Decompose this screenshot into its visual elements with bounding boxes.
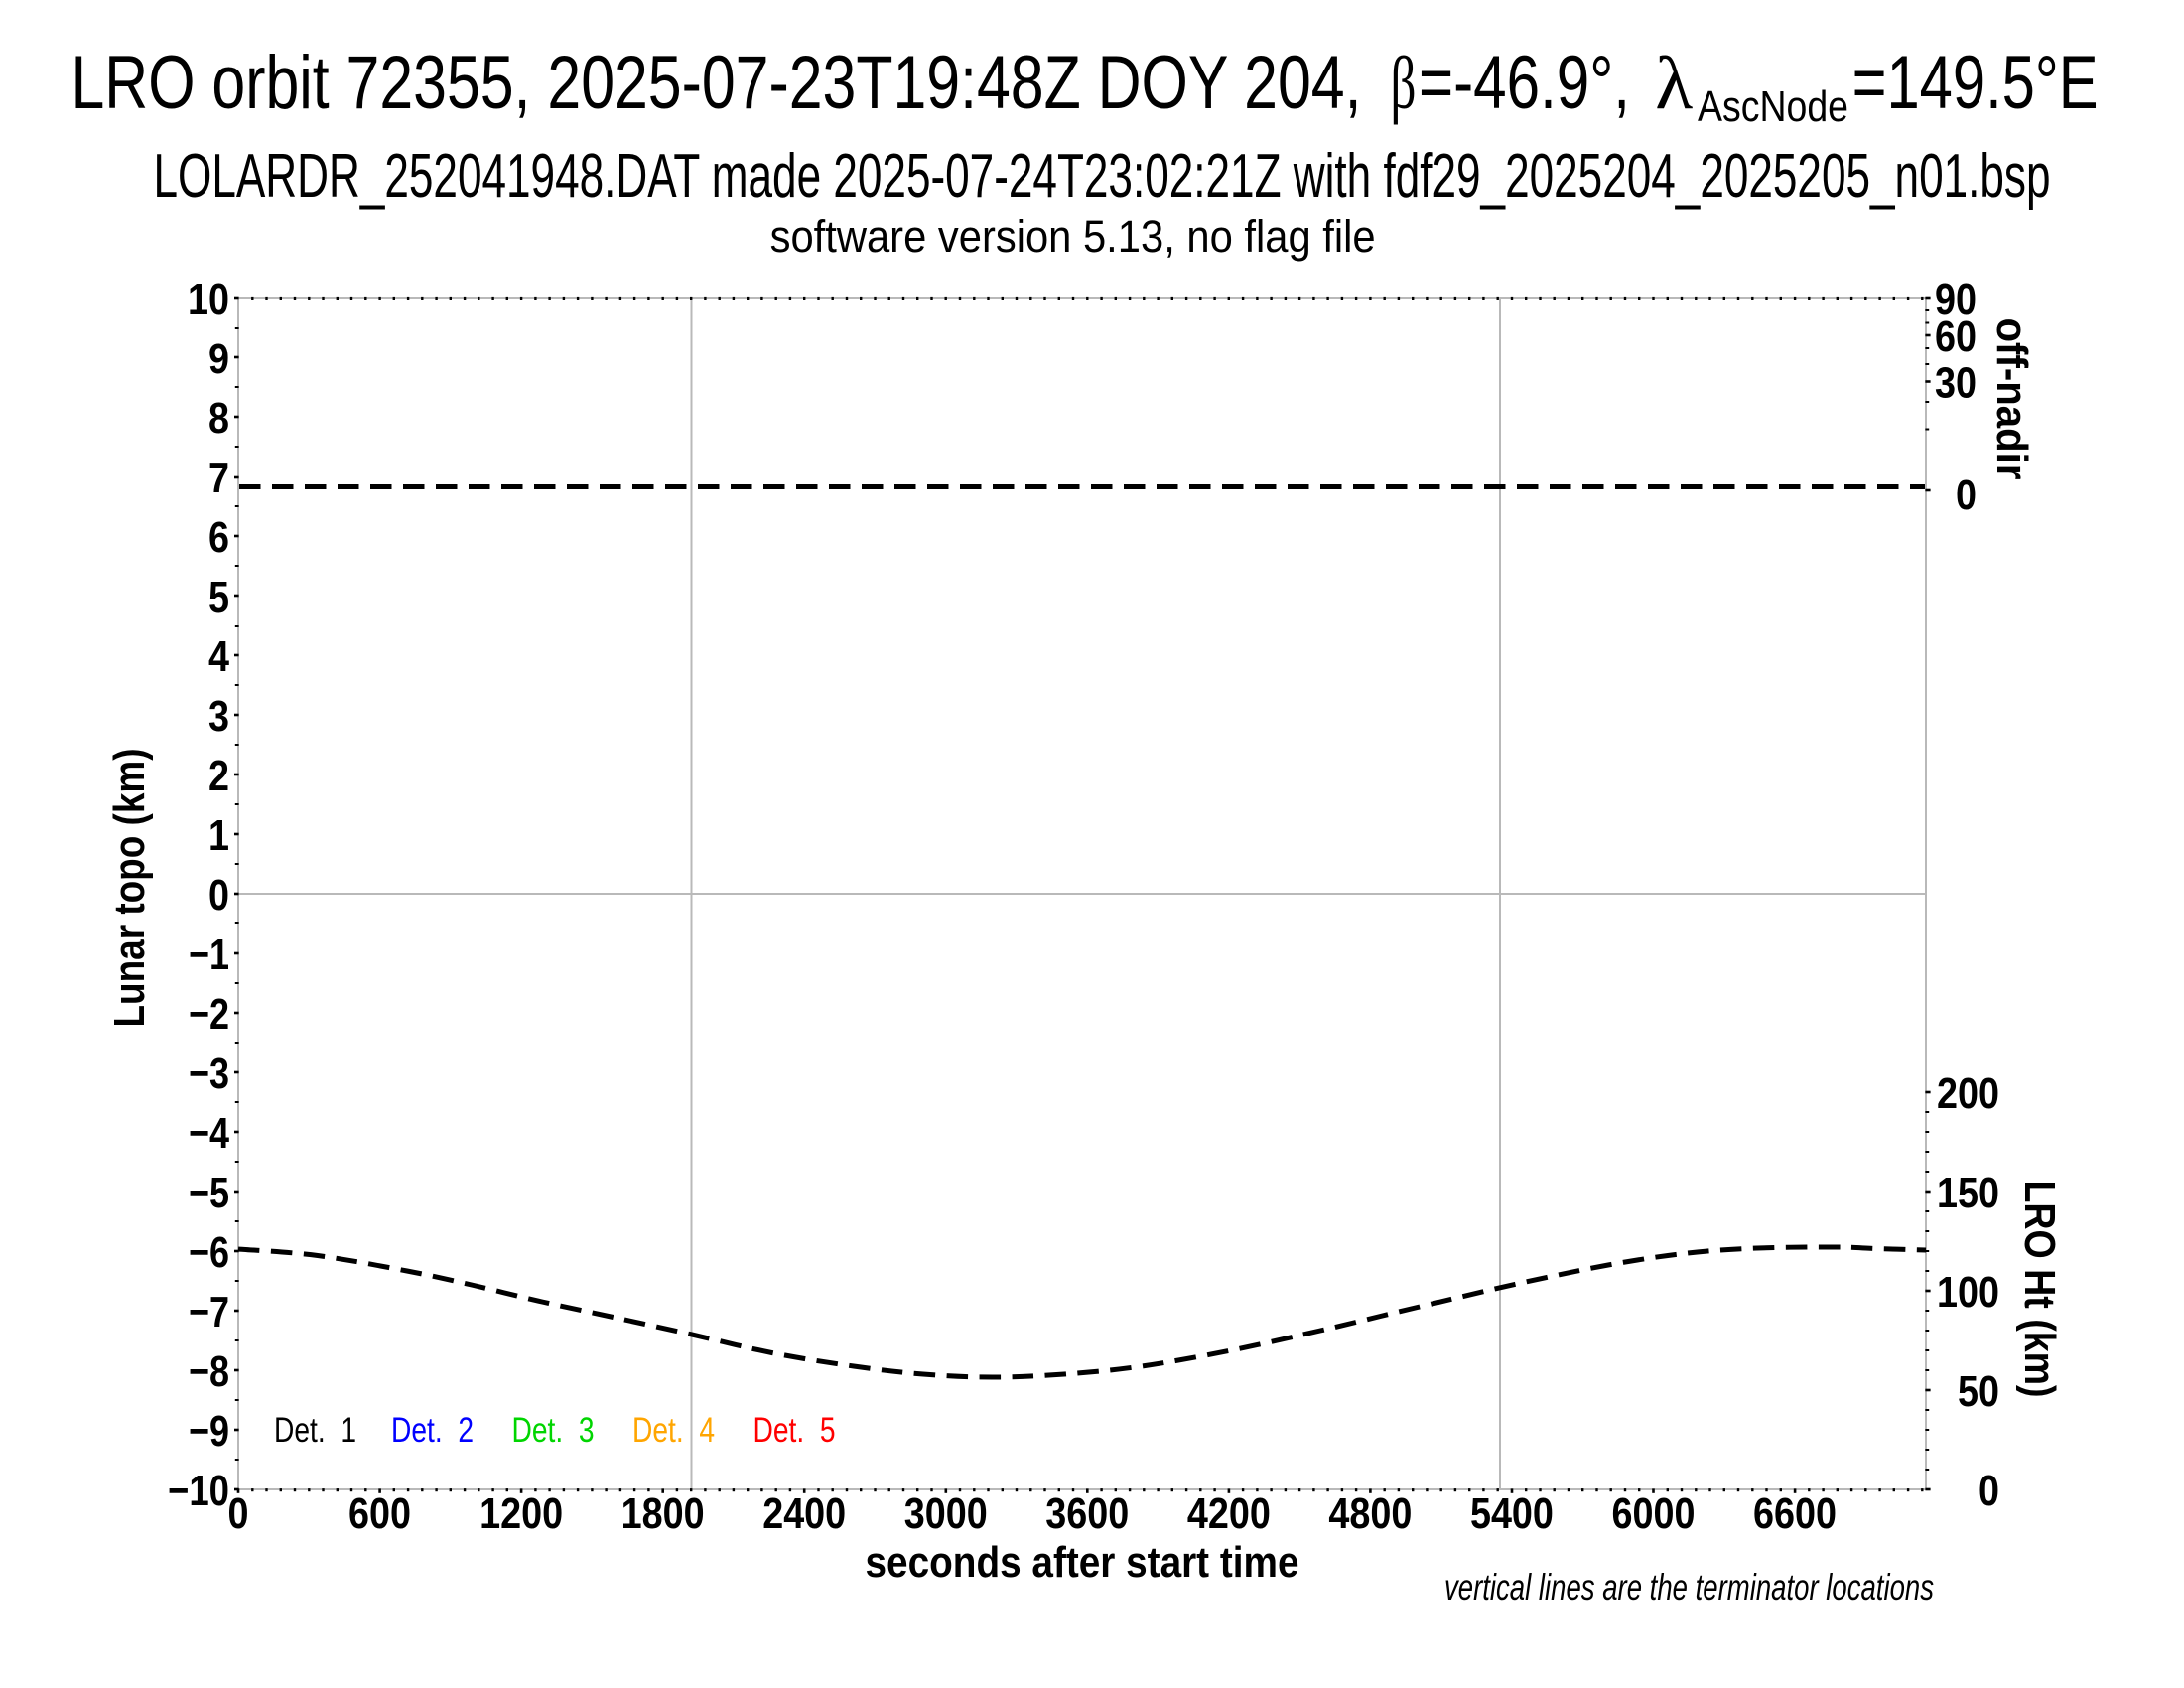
svg-text:β: β — [1391, 42, 1417, 125]
svg-text:100: 100 — [1937, 1268, 1999, 1317]
svg-text:3: 3 — [208, 692, 229, 741]
svg-text:software version 5.13, no flag: software version 5.13, no flag file — [770, 211, 1376, 262]
svg-text:50: 50 — [1958, 1367, 1999, 1416]
svg-text:−8: −8 — [189, 1347, 229, 1396]
svg-text:90: 90 — [1935, 275, 1977, 324]
svg-text:2400: 2400 — [762, 1489, 846, 1538]
svg-text:6000: 6000 — [1612, 1489, 1696, 1538]
svg-text:−1: −1 — [189, 930, 229, 979]
svg-text:600: 600 — [348, 1489, 411, 1538]
svg-text:Det. 2: Det. 2 — [391, 1411, 474, 1450]
svg-text:Det. 1: Det. 1 — [274, 1411, 356, 1450]
svg-text:150: 150 — [1937, 1169, 1999, 1217]
svg-text:LRO Ht (km): LRO Ht (km) — [2015, 1181, 2064, 1398]
svg-text:7: 7 — [208, 454, 229, 502]
svg-text:−10: −10 — [168, 1467, 229, 1515]
svg-text:3600: 3600 — [1045, 1489, 1129, 1538]
svg-text:4800: 4800 — [1328, 1489, 1412, 1538]
svg-text:1200: 1200 — [479, 1489, 563, 1538]
svg-text:−6: −6 — [189, 1228, 229, 1277]
svg-text:6600: 6600 — [1753, 1489, 1837, 1538]
svg-text:1: 1 — [208, 811, 229, 860]
svg-text:seconds after start time: seconds after start time — [866, 1538, 1299, 1587]
svg-text:LOLARDR_252041948.DAT made 202: LOLARDR_252041948.DAT made 2025-07-24T23… — [154, 142, 2051, 211]
svg-text:Det. 4: Det. 4 — [632, 1411, 715, 1450]
svg-text:vertical lines are the termina: vertical lines are the terminator locati… — [1444, 1567, 1934, 1608]
svg-text:10: 10 — [188, 275, 229, 324]
svg-text:5400: 5400 — [1470, 1489, 1554, 1538]
svg-text:0: 0 — [1979, 1467, 1999, 1515]
svg-text:0: 0 — [1956, 471, 1977, 519]
svg-text:60: 60 — [1935, 312, 1977, 360]
svg-text:0: 0 — [208, 871, 229, 919]
svg-text:0: 0 — [228, 1489, 249, 1538]
svg-text:LRO orbit 72355, 2025-07-23T19: LRO orbit 72355, 2025-07-23T19:48Z DOY 2… — [71, 41, 1362, 125]
svg-text:2: 2 — [208, 752, 229, 800]
svg-text:5: 5 — [208, 573, 229, 622]
svg-text:−5: −5 — [189, 1169, 229, 1217]
svg-text:8: 8 — [208, 394, 229, 443]
svg-text:9: 9 — [208, 335, 229, 383]
svg-text:−3: −3 — [189, 1050, 229, 1098]
svg-text:−2: −2 — [189, 990, 229, 1039]
svg-text:=-46.9°,: =-46.9°, — [1419, 41, 1630, 125]
svg-text:1800: 1800 — [621, 1489, 705, 1538]
svg-text:Det. 5: Det. 5 — [753, 1411, 836, 1450]
svg-text:Det. 3: Det. 3 — [512, 1411, 595, 1450]
svg-text:AscNode: AscNode — [1698, 82, 1848, 131]
svg-text:=149.5°E: =149.5°E — [1852, 41, 2099, 125]
svg-text:4: 4 — [208, 633, 229, 681]
svg-text:−7: −7 — [189, 1288, 229, 1336]
svg-text:6: 6 — [208, 513, 229, 562]
svg-text:3000: 3000 — [904, 1489, 988, 1538]
svg-text:off-nadir: off-nadir — [1987, 318, 2036, 480]
svg-text:−4: −4 — [189, 1109, 229, 1158]
svg-text:−9: −9 — [189, 1407, 229, 1456]
svg-text:4200: 4200 — [1187, 1489, 1271, 1538]
svg-text:λ: λ — [1655, 42, 1693, 125]
svg-text:30: 30 — [1935, 359, 1977, 408]
svg-text:200: 200 — [1937, 1069, 1999, 1118]
svg-text:Lunar topo (km): Lunar topo (km) — [105, 749, 154, 1028]
